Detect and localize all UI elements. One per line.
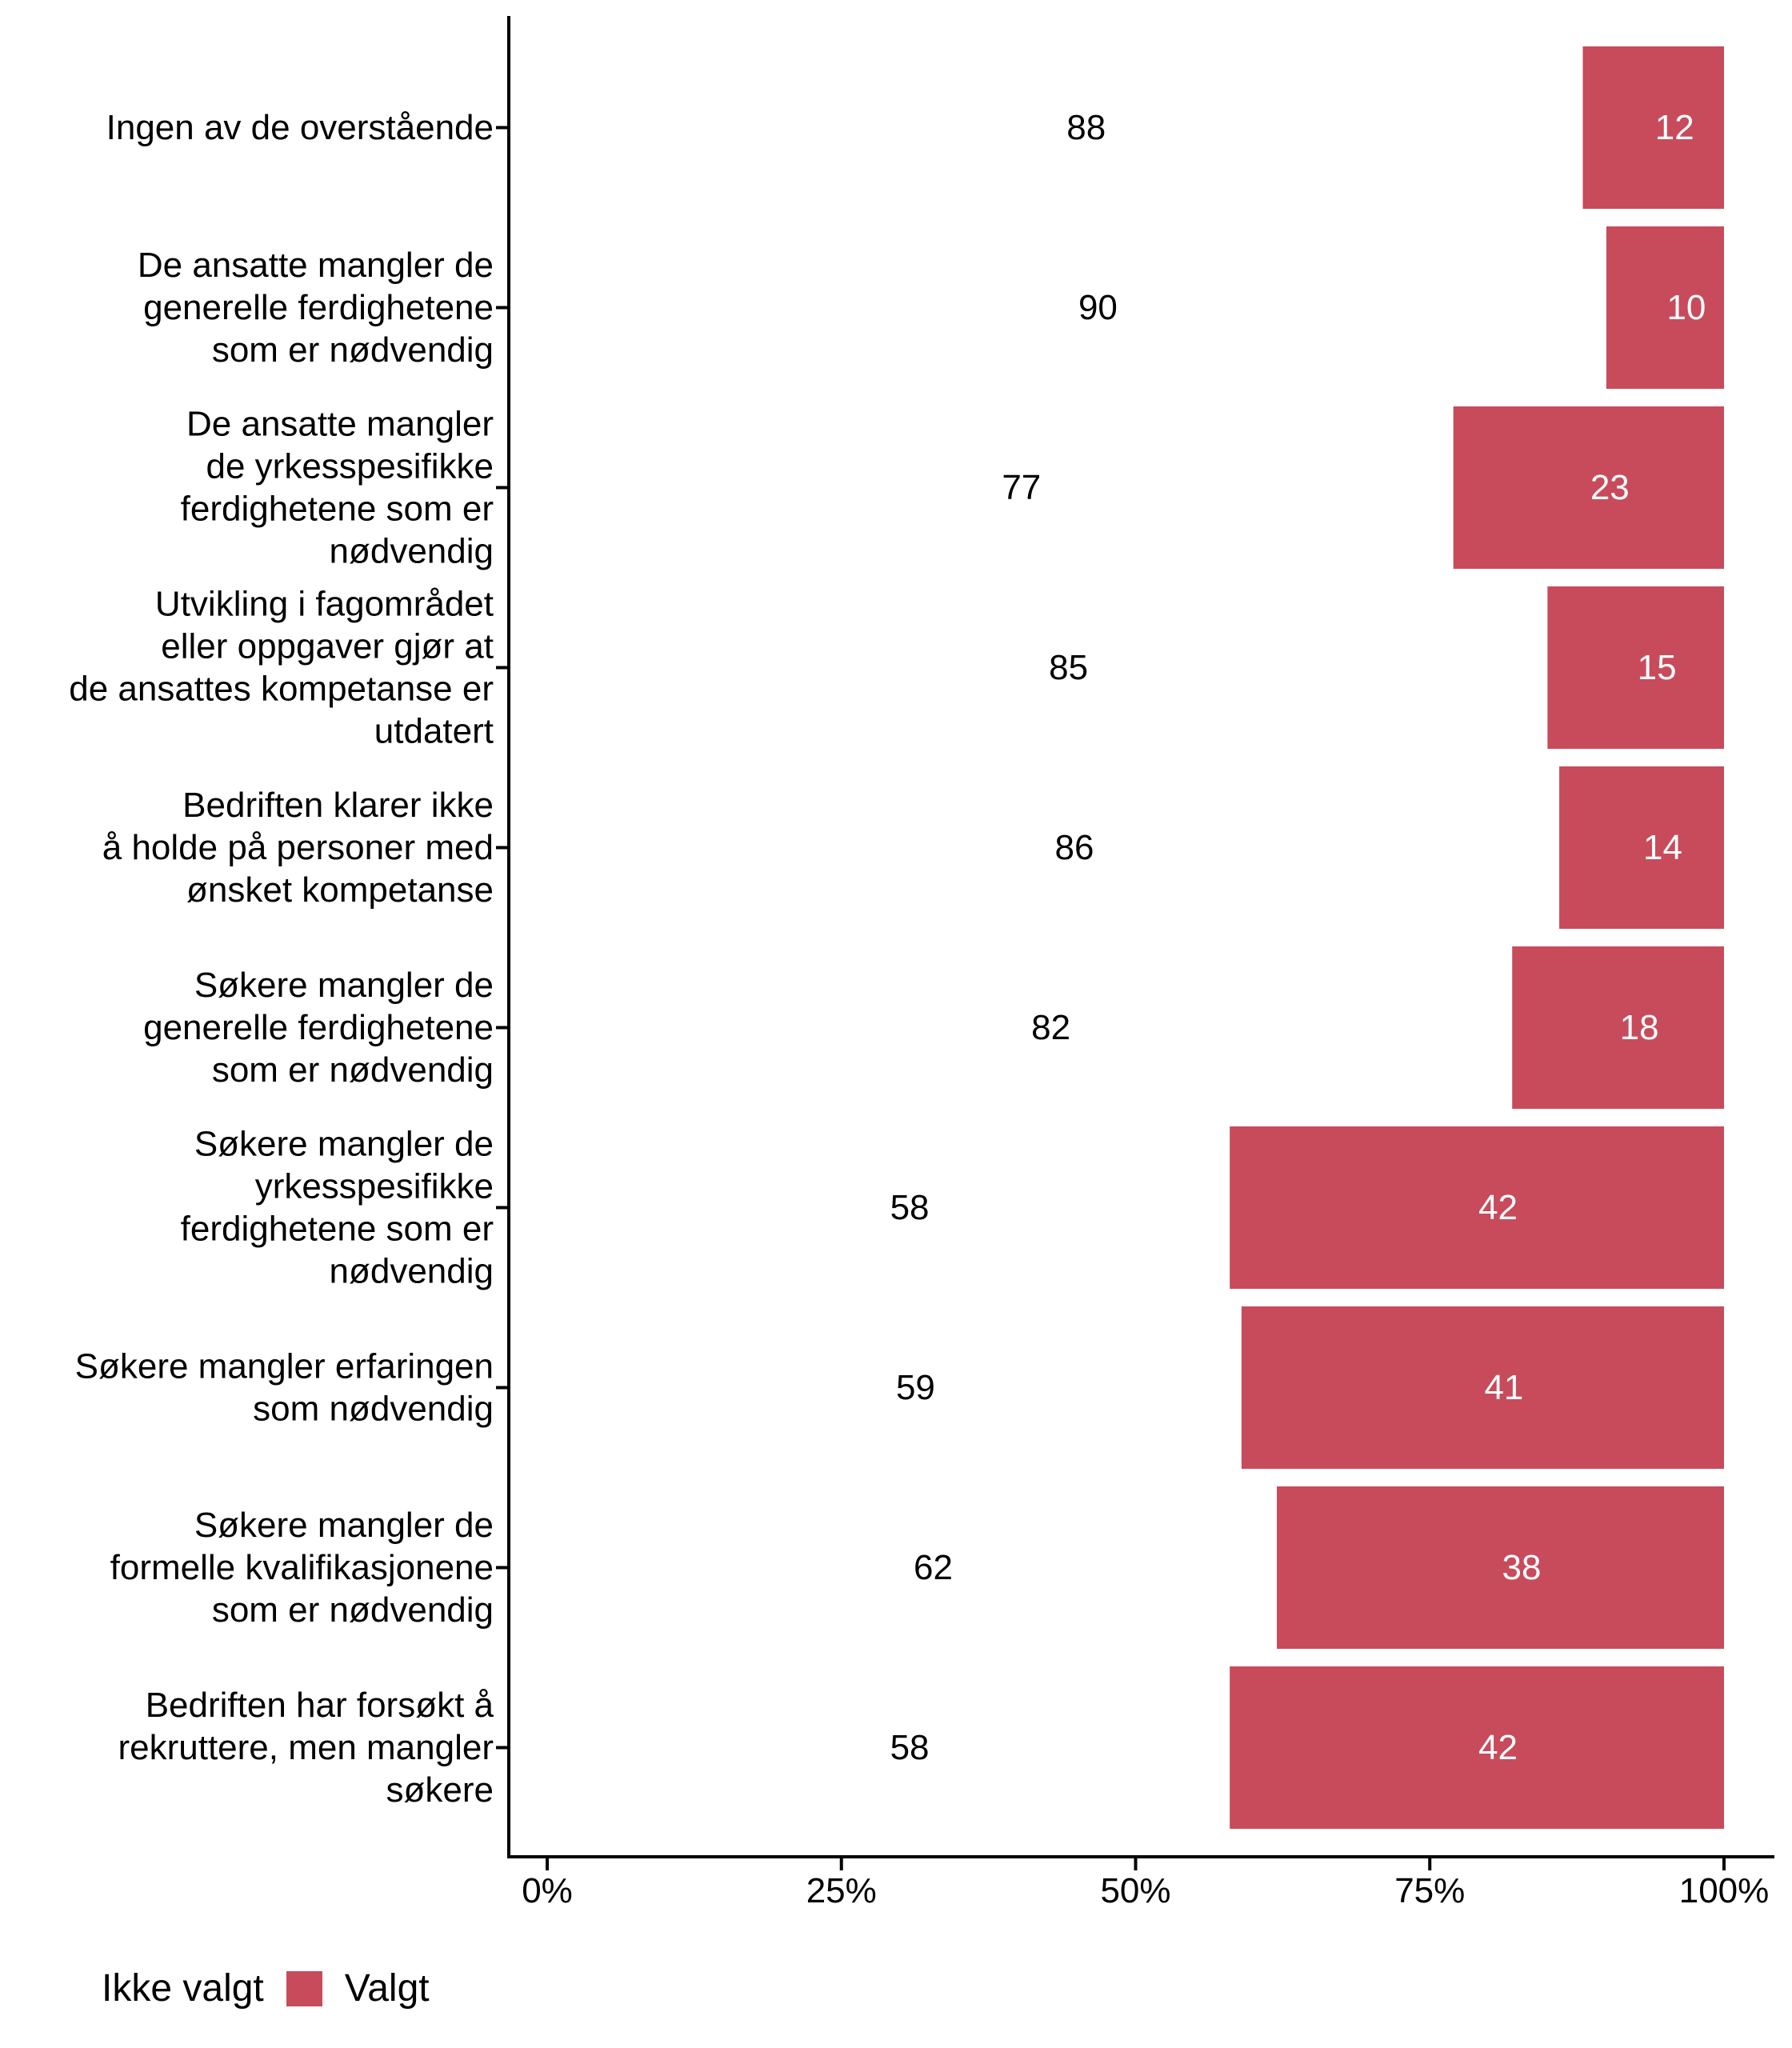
category-label: Utvikling i fagområdet eller oppgaver gjø… (69, 585, 494, 751)
category-label: Ingen av de overstående (106, 108, 494, 147)
bar-valgt (1547, 586, 1724, 749)
category-label-line: generelle ferdighetene (143, 1008, 494, 1047)
category-label-line: som nødvendig (253, 1390, 494, 1429)
category-label-line: Bedriften har forsøkt å (146, 1686, 494, 1725)
bar-ikke-valgt (547, 1306, 1242, 1469)
data-label-ikke-valgt: 85 (1049, 648, 1088, 687)
data-label-valgt: 12 (1655, 108, 1694, 147)
category-label-line: nødvendig (330, 1252, 494, 1291)
category-label-line: søkere (386, 1770, 494, 1810)
bars-layer (547, 46, 1724, 1829)
category-label-line: som er nødvendig (212, 1590, 494, 1630)
category-label-line: som er nødvendig (212, 1050, 494, 1090)
bar-valgt (1277, 1486, 1724, 1649)
category-label-line: De ansatte mangler de (138, 246, 494, 285)
x-tick-label: 0% (522, 1871, 573, 1910)
category-label-line: nødvendig (330, 532, 494, 571)
data-label-valgt: 42 (1478, 1188, 1518, 1227)
data-label-ikke-valgt: 86 (1055, 828, 1094, 867)
bar-ikke-valgt (547, 586, 1548, 749)
category-label: Søkere mangler erfaringen som nødvendig (75, 1347, 494, 1429)
category-label-line: ønsket kompetanse (186, 870, 494, 910)
bar-ikke-valgt (547, 1486, 1278, 1649)
data-label-ikke-valgt: 77 (1002, 468, 1041, 507)
category-label-line: Søkere mangler de (194, 1506, 494, 1545)
x-tick-label: 75% (1394, 1871, 1465, 1910)
bar-ikke-valgt (547, 1126, 1230, 1289)
x-tick-label: 25% (806, 1871, 877, 1910)
category-label: Søkere mangler de generelle ferdighetene s… (143, 966, 494, 1090)
bar-valgt (1453, 406, 1724, 569)
legend-label-ikke-valgt: Ikke valgt (102, 1967, 264, 2010)
bar-ikke-valgt (547, 1666, 1230, 1829)
category-label-line: Søkere mangler de (194, 1125, 494, 1164)
data-label-ikke-valgt: 62 (914, 1548, 953, 1587)
data-label-ikke-valgt: 58 (890, 1728, 930, 1767)
category-label-line: rekruttere, men mangler (118, 1728, 494, 1767)
legend-swatch-valgt (286, 1970, 322, 2006)
legend: Ikke valgt Valgt (102, 1966, 430, 2010)
bar-ikke-valgt (547, 946, 1513, 1109)
category-label-line: ferdighetene som er (181, 490, 494, 529)
category-label-line: de ansattes kompetanse er (69, 670, 494, 709)
category-label: Søkere mangler de yrkesspesifikke ferdighe… (181, 1125, 494, 1291)
data-label-ikke-valgt: 88 (1066, 108, 1106, 147)
data-label-valgt: 41 (1484, 1368, 1523, 1407)
category-label-line: Utvikling i fagområdet (155, 585, 494, 624)
data-label-valgt: 42 (1478, 1728, 1518, 1767)
data-label-valgt: 38 (1502, 1548, 1542, 1587)
category-label-line: som er nødvendig (212, 330, 494, 370)
category-label-line: formelle kvalifikasjonene (110, 1548, 494, 1587)
value-labels-layer: 88 12 90 10 77 23 85 15 86 14 82 18 58 42 59 41 62 38 58 42 (890, 108, 1706, 1767)
data-label-valgt: 18 (1620, 1008, 1659, 1047)
category-label-line: Søkere mangler de (194, 966, 494, 1005)
category-label-line: Ingen av de overstående (106, 108, 494, 147)
data-label-valgt: 15 (1638, 648, 1677, 687)
category-label-line: de yrkesspesifikke (206, 447, 494, 486)
category-label: De ansatte mangler de yrkesspesifikke ferd… (181, 405, 494, 571)
bar-ikke-valgt (547, 46, 1583, 209)
category-label-line: utdatert (374, 712, 494, 751)
bar-valgt (1230, 1666, 1724, 1829)
category-label-line: eller oppgaver gjør at (161, 627, 494, 666)
category-label-line: De ansatte mangler (186, 405, 494, 444)
data-label-valgt: 23 (1590, 468, 1630, 507)
category-label-line: yrkesspesifikke (255, 1167, 494, 1206)
category-label: De ansatte mangler de generelle ferdighet… (138, 246, 494, 370)
data-label-ikke-valgt: 58 (890, 1188, 930, 1227)
category-label: Bedriften klarer ikke å holde på personer… (102, 786, 494, 910)
category-label-line: Bedriften klarer ikke (182, 786, 494, 825)
category-label-line: generelle ferdighetene (143, 288, 494, 327)
category-label-line: å holde på personer med (102, 828, 494, 867)
category-labels-layer: Ingen av de overstående De ansatte mangle… (69, 108, 494, 1810)
x-tick-label: 50% (1100, 1871, 1170, 1910)
data-label-valgt: 10 (1666, 288, 1706, 327)
bar-ikke-valgt (547, 406, 1454, 569)
bar-valgt (1559, 766, 1724, 929)
category-label-line: Søkere mangler erfaringen (75, 1347, 494, 1386)
bar-ikke-valgt (547, 766, 1560, 929)
bar-ikke-valgt (547, 226, 1606, 389)
y-axis-ticks (496, 126, 509, 1750)
data-label-ikke-valgt: 82 (1031, 1008, 1070, 1047)
bar-valgt (1606, 226, 1724, 389)
category-label: Bedriften har forsøkt å rekruttere, men m… (118, 1686, 494, 1810)
bar-valgt (1230, 1126, 1724, 1289)
data-label-ikke-valgt: 59 (896, 1368, 935, 1407)
x-axis-ticks: 0% 25% 50% 75% 100% (522, 1857, 1769, 1910)
legend-label-valgt: Valgt (344, 1967, 430, 2010)
bar-valgt (1582, 46, 1724, 209)
bar-valgt (1512, 946, 1724, 1109)
category-label-line: ferdighetene som er (181, 1210, 494, 1249)
category-label: Søkere mangler de formelle kvalifikasjone… (110, 1506, 494, 1630)
x-tick-label: 100% (1679, 1871, 1770, 1910)
data-label-ikke-valgt: 90 (1078, 288, 1118, 327)
bar-valgt (1241, 1306, 1724, 1469)
data-label-valgt: 14 (1643, 828, 1682, 867)
